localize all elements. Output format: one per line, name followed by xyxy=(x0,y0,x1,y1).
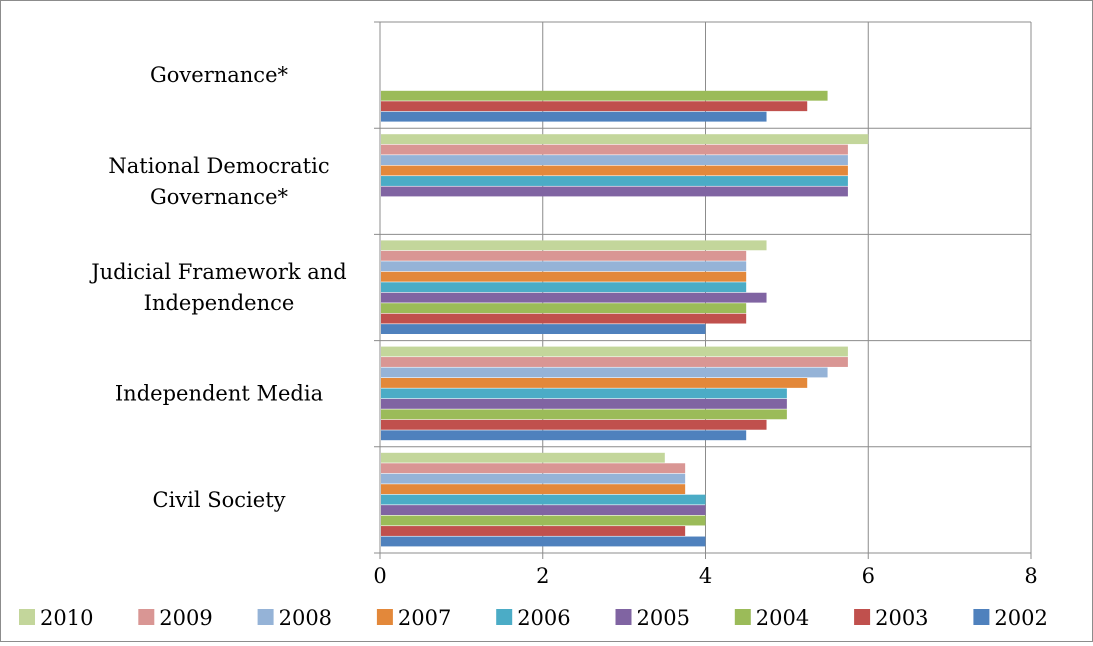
bar-civil-society-2006 xyxy=(381,494,706,505)
bar-independent-media-2006 xyxy=(381,388,787,399)
legend-swatch-2002 xyxy=(973,609,990,625)
bar-national-democratic-governance-2006 xyxy=(381,176,848,186)
legend-item-2003: 2003 xyxy=(854,606,929,630)
bar-civil-society-2010 xyxy=(381,452,665,463)
bar-judicial-framework-and-independence-2002 xyxy=(381,324,706,334)
legend-swatch-2005 xyxy=(615,609,632,625)
bar-independent-media-2003 xyxy=(381,419,767,430)
legend-label-2009: 2009 xyxy=(159,606,212,630)
bar-civil-society-2003 xyxy=(381,526,686,536)
legend-label-2005: 2005 xyxy=(637,606,690,630)
category-label-national-democratic-governance: National Democratic Governance* xyxy=(108,154,329,209)
legend-item-2006: 2006 xyxy=(496,606,571,630)
bar-civil-society-2002 xyxy=(381,536,706,547)
bar-independent-media-2008 xyxy=(381,367,828,378)
legend-item-2005: 2005 xyxy=(615,606,690,630)
legend-swatch-2003 xyxy=(854,609,871,625)
x-tick-label-6: 6 xyxy=(862,564,875,588)
legend-swatch-2008 xyxy=(257,609,274,625)
x-tick-label-0: 0 xyxy=(373,564,386,588)
bar-independent-media-2007 xyxy=(381,378,808,388)
bars-layer xyxy=(381,90,869,547)
legend-swatch-2009 xyxy=(138,609,155,625)
category-label-judicial-framework-and-independence: Judicial Framework and Independence xyxy=(89,260,347,315)
bar-judicial-framework-and-independence-2004 xyxy=(381,303,747,314)
legend-label-2008: 2008 xyxy=(279,606,332,630)
bar-judicial-framework-and-independence-2008 xyxy=(381,261,747,272)
legend: 2010 2009 2008 2007 2006 2005 2004 2003 2002 xyxy=(19,606,1048,630)
legend-item-2002: 2002 xyxy=(973,606,1048,630)
bar-independent-media-2002 xyxy=(381,430,747,441)
bar-national-democratic-governance-2009 xyxy=(381,144,848,155)
legend-label-2003: 2003 xyxy=(875,606,928,630)
legend-label-2010: 2010 xyxy=(40,606,93,630)
bar-national-democratic-governance-2010 xyxy=(381,134,869,145)
bar-national-democratic-governance-2005 xyxy=(381,186,848,197)
bar-governance-2002 xyxy=(381,111,767,122)
category-label-governance: Governance* xyxy=(150,63,289,87)
x-tick-label-2: 2 xyxy=(536,564,549,588)
legend-item-2010: 2010 xyxy=(19,606,93,630)
category-label-independent-media: Independent Media xyxy=(115,382,323,406)
bar-judicial-framework-and-independence-2009 xyxy=(381,250,747,261)
legend-swatch-2004 xyxy=(734,609,751,625)
bar-civil-society-2004 xyxy=(381,515,706,526)
legend-swatch-2010 xyxy=(19,609,35,625)
bar-judicial-framework-and-independence-2005 xyxy=(381,292,767,303)
bar-judicial-framework-and-independence-2003 xyxy=(381,313,747,324)
bar-judicial-framework-and-independence-2006 xyxy=(381,282,747,293)
bar-independent-media-2009 xyxy=(381,357,848,367)
bar-judicial-framework-and-independence-2010 xyxy=(381,240,767,251)
bar-national-democratic-governance-2007 xyxy=(381,165,848,176)
bar-governance-2004 xyxy=(381,90,828,101)
legend-label-2006: 2006 xyxy=(517,606,570,630)
bar-independent-media-2010 xyxy=(381,346,848,357)
legend-swatch-2006 xyxy=(496,609,513,625)
bar-governance-2003 xyxy=(381,101,808,112)
bar-civil-society-2008 xyxy=(381,473,686,484)
category-labels: Governance* National Democratic Governance… xyxy=(89,63,347,512)
legend-label-2004: 2004 xyxy=(756,606,809,630)
bar-civil-society-2009 xyxy=(381,463,686,474)
bar-national-democratic-governance-2008 xyxy=(381,155,848,165)
legend-item-2007: 2007 xyxy=(376,606,451,630)
bar-independent-media-2005 xyxy=(381,398,787,409)
bar-judicial-framework-and-independence-2007 xyxy=(381,271,747,282)
bar-civil-society-2007 xyxy=(381,484,686,495)
x-tick-label-4: 4 xyxy=(699,564,712,588)
legend-item-2004: 2004 xyxy=(734,606,809,630)
legend-swatch-2007 xyxy=(376,609,393,625)
x-tick-label-8: 8 xyxy=(1024,564,1037,588)
legend-item-2008: 2008 xyxy=(257,606,332,630)
x-tick-labels: 0 2 4 6 8 xyxy=(373,564,1037,588)
bar-civil-society-2005 xyxy=(381,505,706,515)
legend-label-2002: 2002 xyxy=(994,606,1047,630)
legend-item-2009: 2009 xyxy=(138,606,213,630)
legend-label-2007: 2007 xyxy=(398,606,451,630)
bar-independent-media-2004 xyxy=(381,409,787,420)
category-label-civil-society: Civil Society xyxy=(153,488,286,512)
axis-layer xyxy=(379,22,1032,559)
